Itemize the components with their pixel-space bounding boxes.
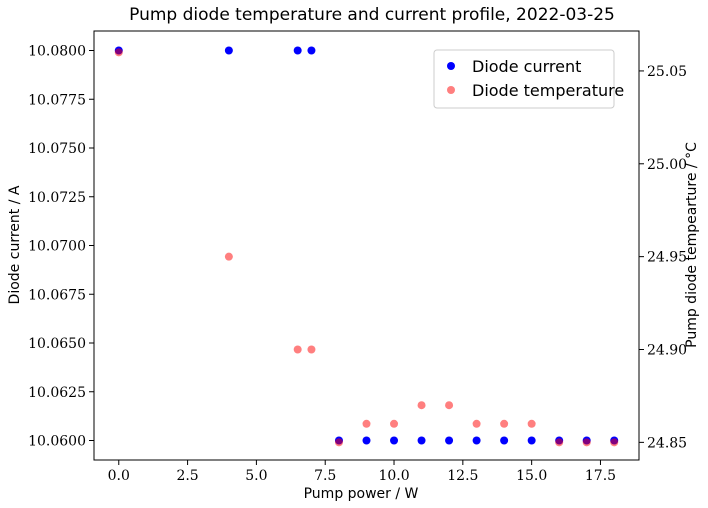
current-point (307, 46, 316, 55)
temperature-point (527, 419, 536, 428)
current-point (224, 46, 233, 55)
y-tick-label: 10.0600 (28, 434, 86, 450)
x-tick-label: 7.5 (314, 468, 336, 484)
y2-tick-label: 24.95 (647, 250, 687, 266)
temperature-point (334, 438, 343, 447)
temperature-point (293, 345, 302, 354)
legend: Diode current Diode temperature (433, 49, 624, 109)
legend-label-current: Diode current (472, 57, 581, 76)
x-tick-label: 15.0 (516, 468, 547, 484)
x-axis-label: Pump power / W (304, 486, 419, 502)
temperature-point (114, 48, 123, 57)
y2-tick-label: 25.05 (647, 64, 687, 80)
x-tick-label: 0.0 (108, 468, 130, 484)
y-tick-label: 10.0775 (28, 92, 86, 108)
temperature-point (445, 401, 454, 410)
chart-title: Pump diode temperature and current profi… (129, 5, 615, 25)
series-diode-temperature (114, 48, 619, 447)
y-tick-label: 10.0725 (28, 190, 86, 206)
y-axis-label: Diode current / A (7, 185, 23, 304)
temperature-point (417, 401, 426, 410)
y2-tick-label: 24.90 (647, 343, 687, 359)
y2-tick-label: 24.85 (647, 435, 687, 451)
x-tick-label: 17.5 (585, 468, 616, 484)
temperature-point (472, 419, 481, 428)
y-tick-label: 10.0625 (28, 385, 86, 401)
current-point (390, 436, 399, 445)
temperature-point (390, 419, 399, 428)
x-tick-label: 2.5 (176, 468, 198, 484)
current-point (362, 436, 371, 445)
y-tick-label: 10.0650 (28, 336, 86, 352)
temperature-point (224, 252, 233, 261)
temperature-point (500, 419, 509, 428)
legend-marker-temperature (447, 86, 455, 94)
x-tick-label: 5.0 (245, 468, 267, 484)
temperature-point (582, 438, 591, 447)
legend-label-temperature: Diode temperature (472, 81, 624, 100)
legend-box (433, 49, 615, 109)
temperature-point (307, 345, 316, 354)
current-point (293, 46, 302, 55)
current-point (417, 436, 426, 445)
current-point (445, 436, 454, 445)
y-tick-label: 10.0700 (28, 239, 86, 255)
temperature-point (555, 438, 564, 447)
x-tick-label: 12.5 (447, 468, 478, 484)
y2-tick-label: 25.00 (647, 157, 687, 173)
current-point (472, 436, 481, 445)
x-tick-label: 10.0 (378, 468, 409, 484)
y-tick-label: 10.0675 (28, 287, 86, 303)
temperature-point (610, 438, 619, 447)
y-tick-label: 10.0750 (28, 141, 86, 157)
legend-marker-current (447, 62, 455, 70)
current-point (500, 436, 509, 445)
temperature-point (362, 419, 371, 428)
current-point (527, 436, 536, 445)
y-tick-label: 10.0800 (28, 44, 86, 60)
y2-axis-label: Pump diode tempearture / °C (684, 142, 700, 348)
